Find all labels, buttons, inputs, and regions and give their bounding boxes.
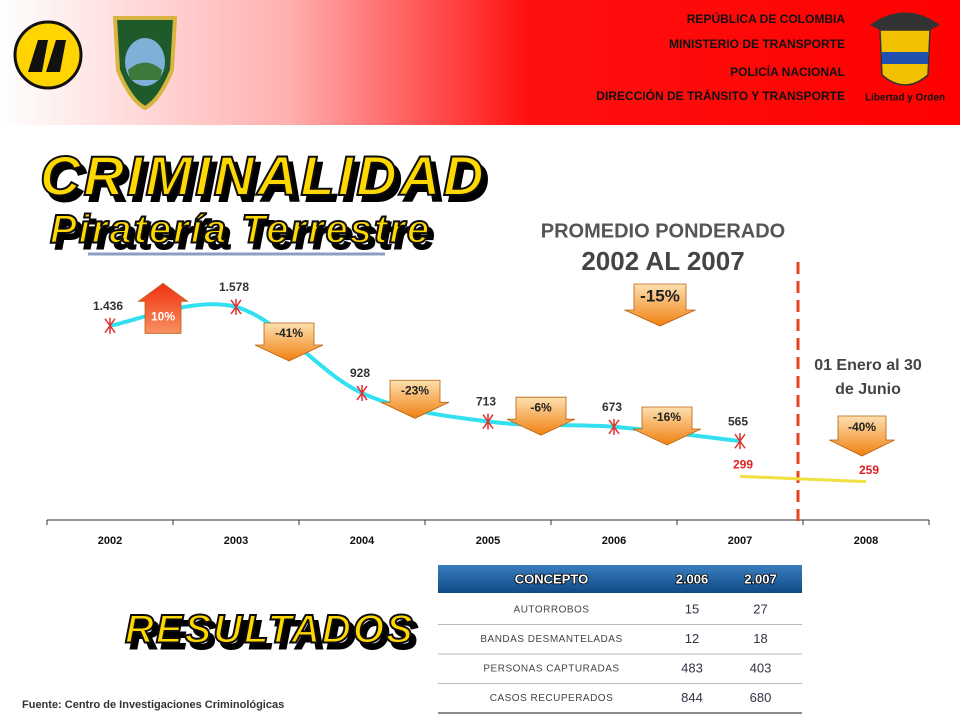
table-cell: CASOS RECUPERADOS: [490, 693, 614, 704]
change-label: -16%: [653, 410, 681, 424]
period-note: 01 Enero al 30: [814, 357, 922, 374]
header-line: POLICÍA NACIONAL: [730, 64, 845, 79]
data-label: 565: [728, 414, 748, 428]
data-label: 928: [350, 366, 370, 380]
change-arrow: [624, 283, 696, 327]
table-cell: AUTORROBOS: [514, 605, 590, 616]
header-line: DIRECCIÓN DE TRÁNSITO Y TRANSPORTE: [596, 88, 845, 103]
x-tick-label: 2002: [98, 535, 122, 547]
change-label: -41%: [275, 326, 303, 340]
police-shield: [112, 16, 178, 111]
main-title: CRIMINALIDAD: [40, 144, 487, 207]
change-label: -40%: [848, 420, 876, 434]
table-cell: 680: [750, 690, 772, 705]
table-header-cell: CONCEPTO: [515, 571, 588, 586]
table-cell: 15: [685, 601, 699, 616]
table-header-cell: 2.007: [744, 571, 777, 586]
coat-of-arms: Libertad y Orden: [865, 12, 945, 104]
point-marker: [734, 433, 746, 450]
table-cell: 844: [681, 690, 703, 705]
series-line: [739, 474, 867, 484]
change-label: -6%: [530, 400, 552, 414]
change-label: 10%: [151, 309, 175, 323]
subtitle: Piratería Terrestre: [50, 208, 431, 252]
point-marker: [482, 413, 494, 430]
mt-logo: [13, 20, 83, 90]
source: Fuente: Centro de Investigaciones Crimin…: [22, 699, 284, 711]
change-arrow: [137, 282, 189, 334]
table-cell: PERSONAS CAPTURADAS: [483, 664, 619, 675]
x-tick-label: 2007: [728, 535, 752, 547]
table-cell: 403: [750, 660, 772, 675]
table-cell: BANDAS DESMANTELADAS: [480, 634, 622, 645]
x-tick-label: 2008: [854, 535, 878, 547]
change-arrow: [632, 406, 702, 446]
table-cell: 483: [681, 660, 703, 675]
table-header-cell: 2.006: [676, 571, 709, 586]
x-tick-label: 2004: [350, 535, 375, 547]
data-label: 713: [476, 395, 496, 409]
point-marker: [356, 385, 368, 402]
change-arrow: [254, 322, 324, 362]
header-line: MINISTERIO DE TRANSPORTE: [669, 37, 845, 51]
x-tick-label: 2005: [476, 535, 500, 547]
data-label: 1.578: [219, 280, 249, 294]
chart-subtitle: 2002 AL 2007: [581, 246, 744, 276]
x-tick-label: 2006: [602, 535, 626, 547]
point-marker: [230, 298, 242, 315]
x-tick-label: 2003: [224, 535, 248, 547]
table-header: [438, 565, 802, 593]
period-note: de Junio: [835, 381, 901, 398]
data-label: 1.436: [93, 299, 123, 313]
table-cell: 12: [685, 631, 699, 646]
table-cell: 27: [753, 601, 767, 616]
results-title: RESULTADOS: [125, 608, 415, 652]
change-label: -23%: [401, 383, 429, 397]
change-arrow: [506, 396, 576, 436]
change-arrow: [829, 415, 895, 457]
data-label: 673: [602, 400, 622, 414]
data-label: 259: [859, 463, 879, 477]
data-label: 299: [733, 458, 753, 472]
chart-title: PROMEDIO PONDERADO: [541, 220, 785, 242]
change-label: -15%: [640, 286, 680, 305]
point-marker: [608, 418, 620, 435]
emblem-text: Libertad y Orden: [865, 93, 945, 104]
point-marker: [104, 317, 116, 334]
table-cell: 18: [753, 631, 767, 646]
change-arrow: [380, 379, 450, 419]
header-line: REPÚBLICA DE COLOMBIA: [687, 11, 846, 26]
